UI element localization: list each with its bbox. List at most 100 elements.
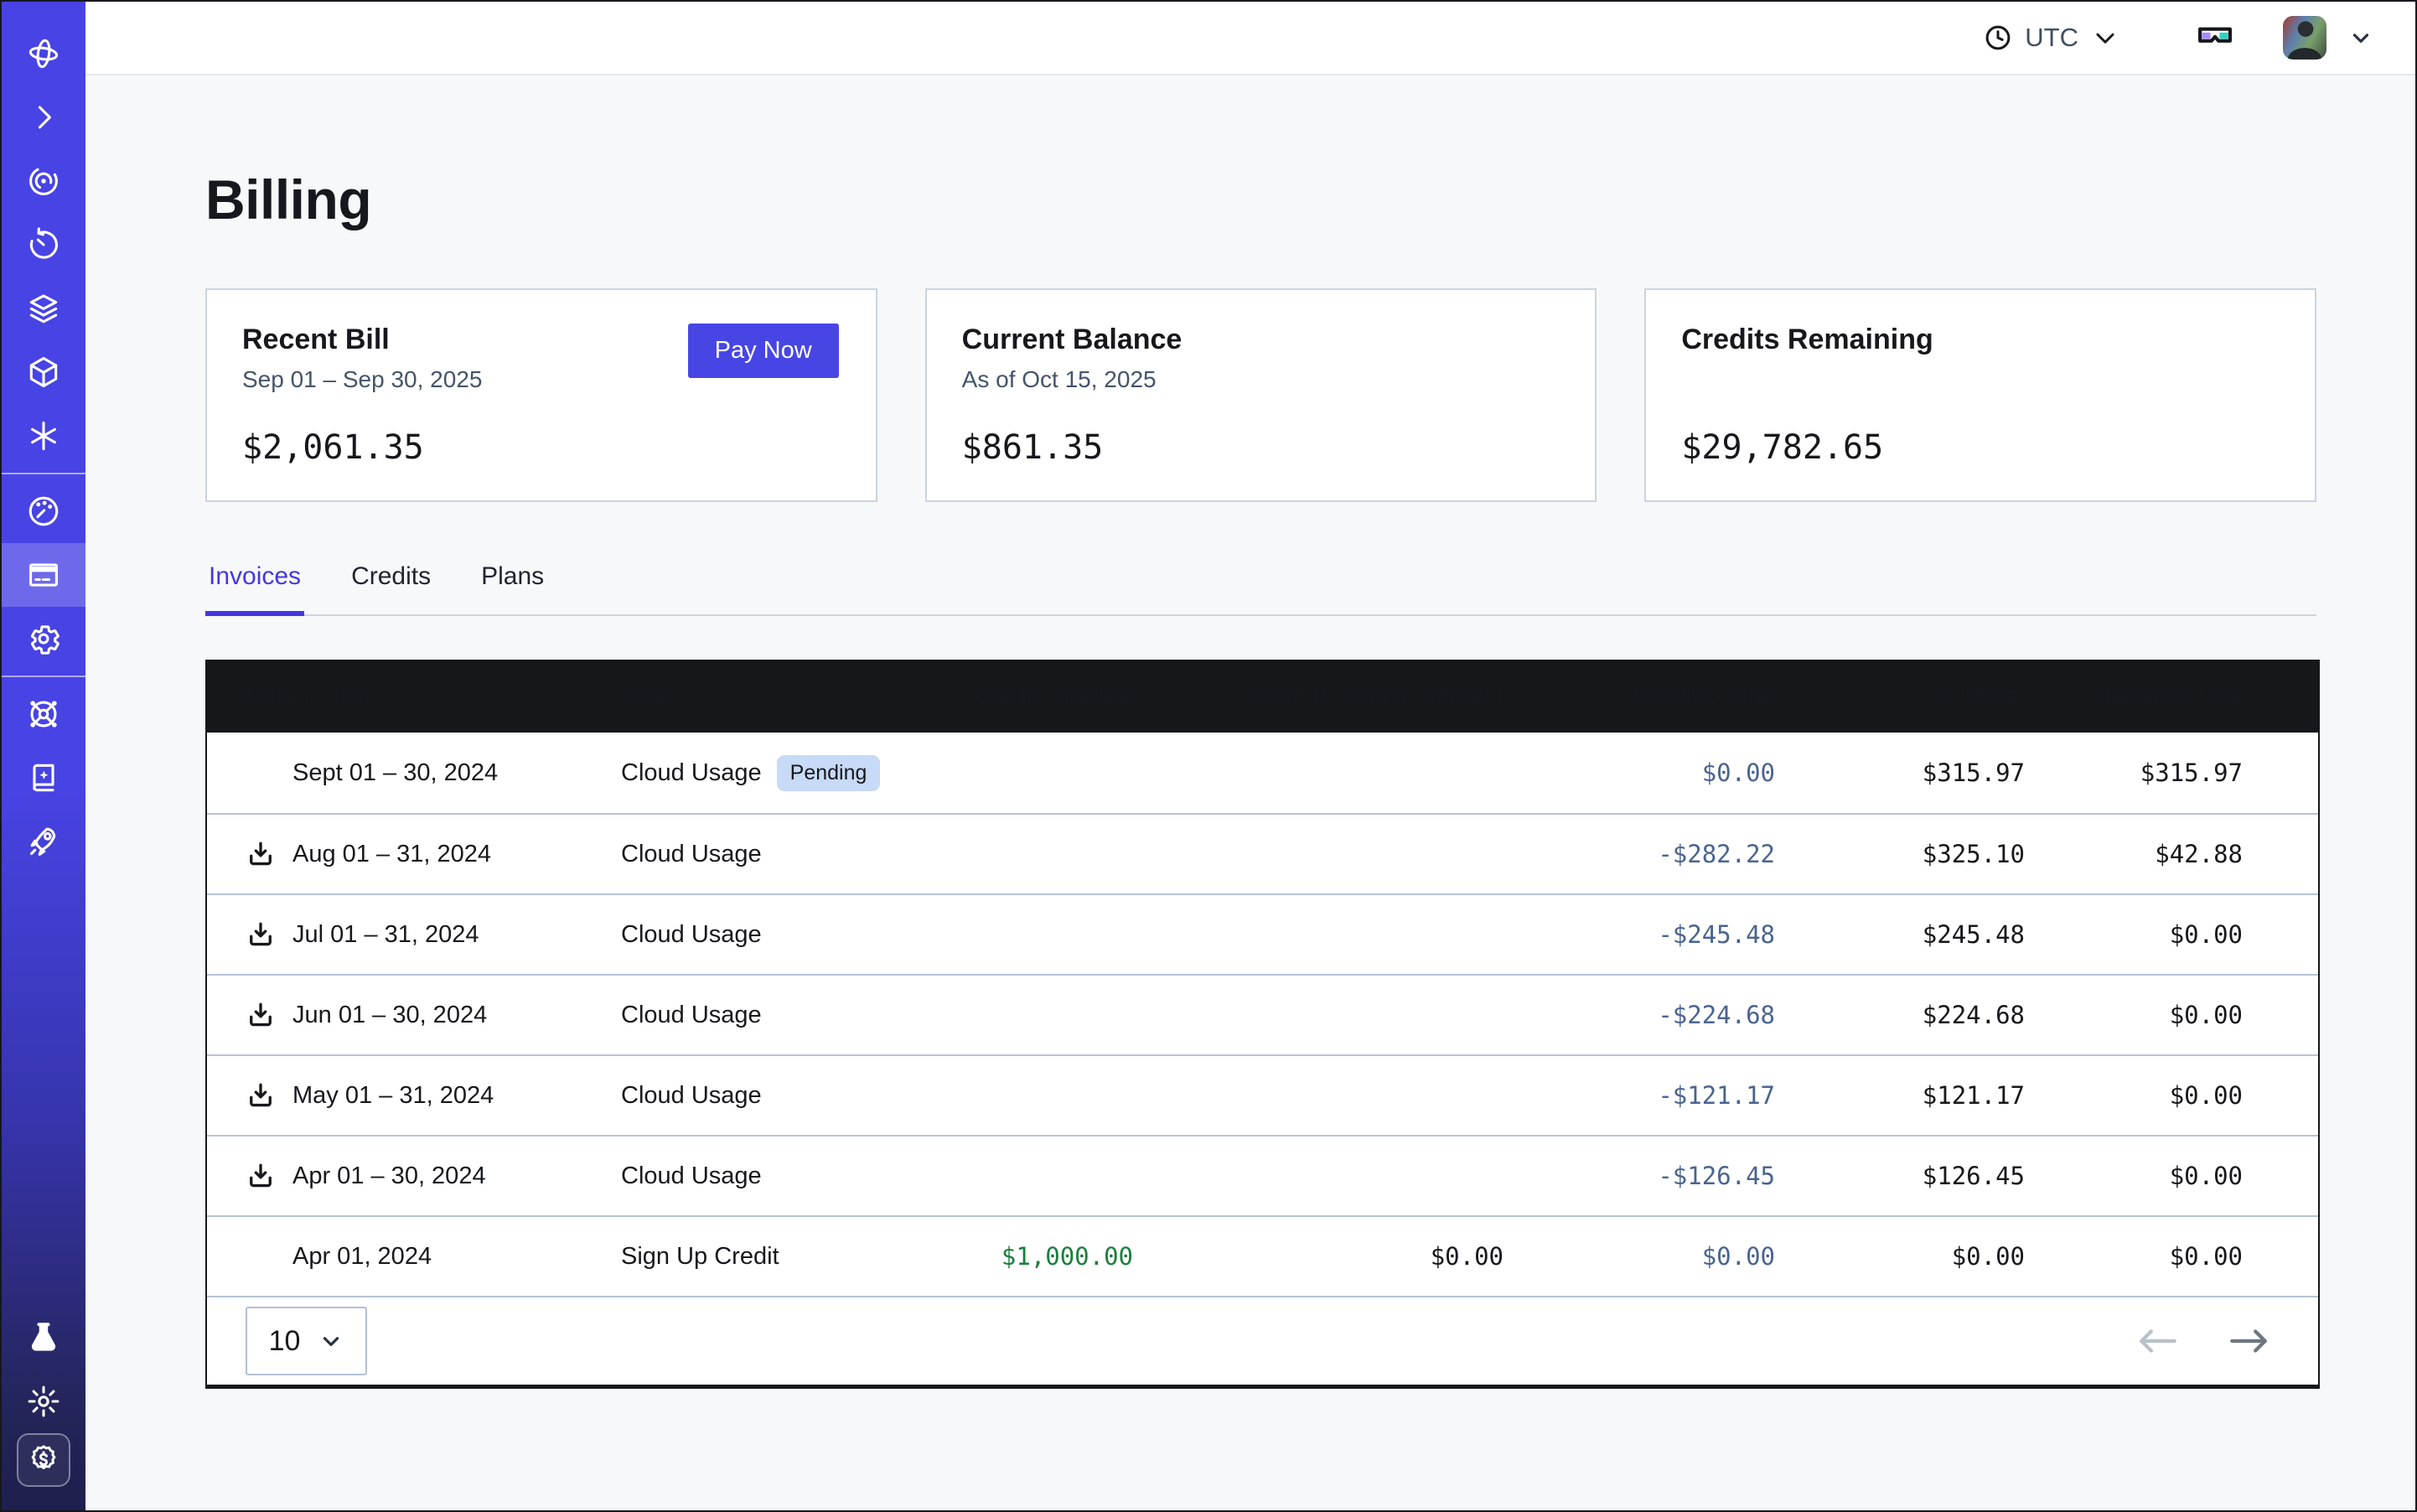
chevron-down-icon: [2096, 33, 2114, 44]
invoice-date: May 01 – 31, 2024: [292, 1081, 494, 1109]
tab-invoices[interactable]: Invoices: [205, 562, 305, 616]
column-header-credit-usage: Credit Usage: [1633, 683, 1775, 710]
timezone-selector[interactable]: UTC: [1983, 23, 2120, 53]
credit-usage-value: -$245.48: [1658, 920, 1775, 949]
credit-granted-value: $1,000.00: [1001, 1242, 1133, 1271]
table-footer: 10: [207, 1296, 2318, 1385]
subtotal-value: $315.97: [1922, 759, 2025, 787]
layers-icon[interactable]: [2, 277, 85, 340]
asterisk-icon[interactable]: [2, 404, 85, 468]
subtotal-value: $121.17: [1922, 1081, 2025, 1110]
dollar-badge-button[interactable]: [17, 1433, 70, 1487]
credit-usage-value: -$224.68: [1658, 1001, 1775, 1029]
table-row: May 01 – 31, 2024 Cloud Usage -$121.17 $…: [207, 1054, 2318, 1135]
chevron-down-icon: [323, 1337, 339, 1346]
page-size-select[interactable]: 10: [246, 1307, 367, 1375]
history-timer-icon[interactable]: [2, 213, 85, 277]
balance-due-value: $0.00: [2169, 1162, 2243, 1190]
topbar: UTC: [85, 2, 2415, 75]
credit-usage-value: -$121.17: [1658, 1081, 1775, 1110]
orbit-logo-icon[interactable]: [2, 22, 85, 85]
credit-usage-value: -$126.45: [1658, 1162, 1775, 1190]
observe-spiral-icon[interactable]: [2, 149, 85, 213]
invoice-type: Cloud Usage: [621, 920, 762, 948]
credit-usage-value: $0.00: [1701, 759, 1775, 787]
expand-sidebar-chevron-icon[interactable]: [2, 85, 85, 149]
invoice-type: Cloud Usage: [621, 1081, 762, 1109]
subtotal-value: $0.00: [1951, 1242, 2025, 1271]
column-header-subtotal: Subtotal: [1935, 683, 2025, 710]
pay-now-button[interactable]: Pay Now: [687, 324, 839, 378]
download-invoice-icon[interactable]: [246, 1080, 276, 1111]
download-invoice-icon[interactable]: [246, 1161, 276, 1191]
previous-page-arrow-icon[interactable]: [2139, 1328, 2177, 1354]
rocket-icon[interactable]: [2, 810, 85, 873]
sidebar: [2, 2, 85, 1510]
helm-wheel-icon[interactable]: [2, 682, 85, 746]
card-title: Current Balance: [961, 324, 1183, 355]
invoice-type: Cloud Usage: [621, 759, 762, 786]
current-balance-card: Current Balance As of Oct 15, 2025 $861.…: [924, 288, 1597, 502]
flask-icon[interactable]: [2, 1306, 85, 1370]
download-invoice-icon[interactable]: [246, 839, 276, 869]
column-header-credit-granted: Credit Granted: [973, 683, 1133, 710]
usage-gauge-icon[interactable]: [2, 479, 85, 543]
invoices-table: Date (UTC) Type Credit Granted Credit Pu…: [205, 660, 2320, 1389]
user-avatar[interactable]: [2283, 16, 2326, 60]
subtotal-value: $224.68: [1922, 1001, 2025, 1029]
invoice-type: Cloud Usage: [621, 840, 762, 867]
invoice-date: Aug 01 – 31, 2024: [292, 840, 492, 867]
docs-book-icon[interactable]: [2, 746, 85, 810]
tab-plans[interactable]: Plans: [481, 562, 545, 590]
column-header-balance-due: Balance Due: [2103, 683, 2243, 710]
invoice-date: Jul 01 – 31, 2024: [292, 920, 479, 948]
invoice-date: Apr 01, 2024: [292, 1242, 432, 1270]
download-invoice-icon[interactable]: [246, 1000, 276, 1030]
credits-remaining-amount: $29,782.65: [1681, 428, 1884, 467]
invoice-type: Cloud Usage: [621, 1001, 762, 1028]
balance-due-value: $0.00: [2169, 1081, 2243, 1110]
balance-as-of-date: As of Oct 15, 2025: [961, 366, 1157, 392]
balance-due-value: $0.00: [2169, 1242, 2243, 1271]
balance-due-value: $0.00: [2169, 1001, 2243, 1029]
page-title: Billing: [205, 168, 372, 230]
chevron-down-icon[interactable]: [2348, 25, 2373, 50]
card-title: Credits Remaining: [1681, 324, 1933, 355]
sidebar-item-billing[interactable]: [2, 543, 85, 607]
table-header: Date (UTC) Type Credit Granted Credit Pu…: [207, 661, 2318, 733]
timezone-label: UTC: [2025, 23, 2078, 52]
invoice-date: Sept 01 – 30, 2024: [292, 759, 499, 786]
billing-tabs: Invoices Credits Plans: [205, 562, 2316, 616]
invoice-table-body: Sept 01 – 30, 2024 Cloud Usage Pending $…: [207, 733, 2318, 1296]
subtotal-value: $245.48: [1922, 920, 2025, 949]
tab-credits[interactable]: Credits: [351, 562, 432, 590]
page-size-value: 10: [268, 1324, 301, 1357]
sidebar-divider: [2, 676, 85, 677]
invoice-type: Cloud Usage: [621, 1162, 762, 1189]
next-page-arrow-icon[interactable]: [2229, 1328, 2268, 1354]
main-content: Billing Recent Bill Sep 01 – Sep 30, 202…: [85, 75, 2415, 1510]
billing-period: Sep 01 – Sep 30, 2025: [242, 366, 483, 392]
sun-brightness-icon[interactable]: [2, 1370, 85, 1433]
summary-cards: Recent Bill Sep 01 – Sep 30, 2025 $2,061…: [205, 288, 2317, 502]
sidebar-divider: [2, 473, 85, 474]
balance-due-value: $0.00: [2169, 920, 2243, 949]
recent-bill-amount: $2,061.35: [242, 428, 424, 467]
credit-usage-value: $0.00: [1701, 1242, 1775, 1271]
settings-gear-icon[interactable]: [2, 607, 85, 671]
recent-bill-card: Recent Bill Sep 01 – Sep 30, 2025 $2,061…: [205, 288, 877, 502]
current-balance-amount: $861.35: [961, 428, 1104, 467]
download-invoice-icon[interactable]: [246, 919, 276, 950]
status-badge: Pending: [776, 754, 881, 791]
cube-icon[interactable]: [2, 340, 85, 404]
invoice-type: Sign Up Credit: [621, 1242, 779, 1270]
dollar-badge-icon: [31, 1445, 56, 1470]
credits-remaining-card: Credits Remaining $29,782.65: [1644, 288, 2317, 502]
credit-usage-value: -$282.22: [1658, 840, 1775, 868]
balance-due-value: $315.97: [2140, 759, 2243, 787]
subtotal-value: $126.45: [1922, 1162, 2025, 1190]
credit-purchase-value: $0.00: [1430, 1242, 1504, 1271]
3d-glasses-icon[interactable]: [2194, 15, 2236, 61]
pager: [2139, 1328, 2268, 1354]
